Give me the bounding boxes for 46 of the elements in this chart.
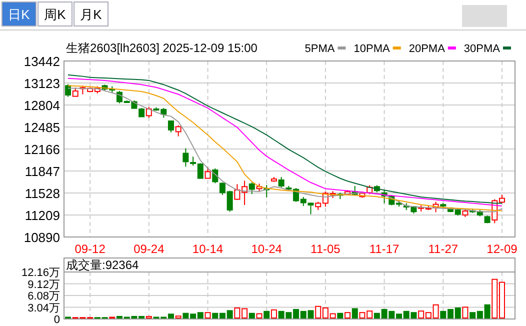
candlestick bbox=[182, 148, 189, 168]
x-tick-label: 11-27 bbox=[428, 242, 458, 256]
bar bbox=[248, 312, 255, 318]
y-tick-label: 12485 bbox=[24, 120, 60, 135]
bar bbox=[344, 312, 351, 318]
y-tick-label: 6.08万 bbox=[28, 290, 60, 302]
chart-title: 生猪2603[lh2603] 2025-12-09 15:00 bbox=[66, 41, 258, 55]
y-tick-label: 10890 bbox=[24, 230, 60, 245]
legend-label: 5PMA bbox=[304, 43, 336, 55]
text: 周K bbox=[44, 7, 66, 22]
candlestick bbox=[204, 166, 211, 179]
x-tick-label: 09-24 bbox=[134, 242, 165, 256]
candlestick bbox=[278, 176, 284, 188]
candlestick bbox=[248, 182, 255, 194]
y-tick-label: 13123 bbox=[24, 76, 60, 91]
y-tick-label: 12.16万 bbox=[21, 267, 60, 279]
candlestick bbox=[65, 84, 71, 98]
bar bbox=[270, 309, 277, 318]
bar bbox=[204, 312, 211, 318]
y-tick-label: 3.04万 bbox=[28, 302, 60, 314]
y-tick-label: 12166 bbox=[24, 142, 60, 157]
x-tick-label: 10-24 bbox=[251, 242, 282, 256]
bar bbox=[462, 306, 468, 318]
bar bbox=[256, 313, 262, 318]
x-tick-label: 12-09 bbox=[486, 242, 518, 256]
y-tick-label: 13442 bbox=[24, 54, 60, 69]
y-tick-label: 0 bbox=[54, 314, 60, 326]
y-tick-label: 12804 bbox=[24, 98, 60, 113]
bar bbox=[264, 310, 270, 318]
y-tick-label: 11209 bbox=[24, 208, 60, 223]
y-tick-label: 11847 bbox=[24, 164, 60, 179]
legend-label: 10PMA bbox=[354, 43, 390, 55]
x-tick-label: 11-05 bbox=[310, 242, 341, 256]
bar bbox=[337, 312, 344, 318]
bar bbox=[352, 308, 358, 318]
legend-label: 30PMA bbox=[464, 43, 501, 55]
x-tick-label: 10-14 bbox=[192, 242, 224, 256]
y-tick-label: 11528 bbox=[24, 186, 60, 201]
candlestick bbox=[175, 124, 182, 137]
x-tick-label: 11-17 bbox=[369, 242, 400, 256]
text: 月K bbox=[80, 7, 102, 22]
chart-title: 成交量:92364 bbox=[66, 258, 140, 272]
x-tick-label: 09-12 bbox=[74, 242, 106, 256]
text: 日K bbox=[8, 7, 30, 22]
y-tick-label: 9.12万 bbox=[28, 278, 60, 291]
legend-label: 20PMA bbox=[408, 43, 446, 55]
